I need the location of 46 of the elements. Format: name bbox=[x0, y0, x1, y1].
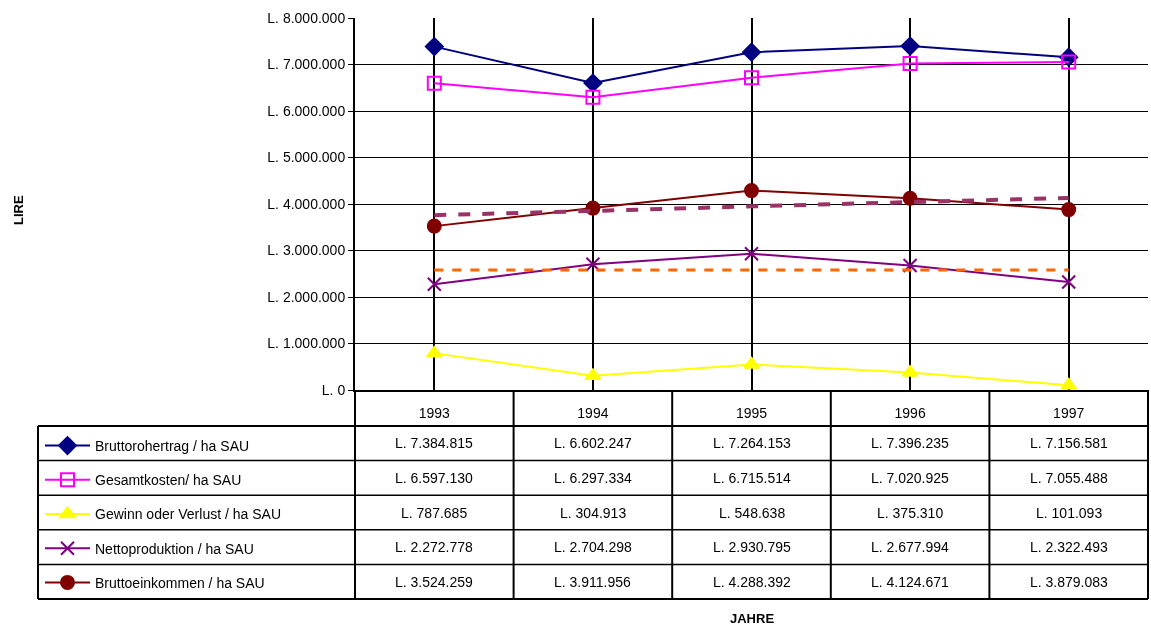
data-label: L. 3.879.083 bbox=[1030, 574, 1109, 590]
data-label: L. 304.913 bbox=[560, 505, 627, 521]
y-tick-label: L. 3.000.000 bbox=[267, 242, 346, 259]
data-label: L. 2.677.994 bbox=[871, 539, 950, 555]
y-tick-label: L. 7.000.000 bbox=[267, 56, 346, 73]
x-tick-label: 1997 bbox=[1053, 404, 1085, 421]
data-label: L. 375.310 bbox=[877, 505, 944, 521]
data-label: L. 7.384.815 bbox=[395, 435, 474, 451]
text: LIRE bbox=[11, 195, 26, 225]
x-tick-label: 1994 bbox=[577, 404, 609, 421]
data-label: L. 6.597.130 bbox=[395, 470, 474, 486]
x-tick-label: 1995 bbox=[735, 404, 768, 421]
data-label: L. 6.715.514 bbox=[713, 470, 792, 486]
data-label: L. 548.638 bbox=[719, 505, 786, 521]
x-tick-label: 1996 bbox=[894, 404, 926, 421]
data-label: L. 2.272.778 bbox=[395, 539, 474, 555]
legend-label: Bruttoeinkommen / ha SAU bbox=[95, 574, 265, 591]
data-label: L. 7.020.925 bbox=[871, 470, 950, 486]
data-label: L. 4.288.392 bbox=[713, 574, 792, 590]
text: JAHRE bbox=[730, 611, 775, 626]
legend-label: Gesamtkosten/ ha SAU bbox=[95, 472, 242, 489]
data-label: L. 6.297.334 bbox=[554, 470, 633, 486]
data-label: L. 3.911.956 bbox=[554, 574, 632, 590]
y-tick-label: L. 4.000.000 bbox=[267, 195, 346, 212]
data-label: L. 787.685 bbox=[401, 505, 468, 521]
data-label: L. 2.930.795 bbox=[713, 539, 792, 555]
y-tick-label: L. 1.000.000 bbox=[267, 335, 346, 352]
data-label: L. 7.264.153 bbox=[713, 435, 792, 451]
data-label: L. 4.124.671 bbox=[871, 574, 950, 590]
y-tick-label: L. 2.000.000 bbox=[267, 288, 346, 305]
data-label: L. 7.396.235 bbox=[871, 435, 950, 451]
data-label: L. 7.156.581 bbox=[1030, 435, 1109, 451]
legend-label: Bruttorohertrag / ha SAU bbox=[95, 438, 250, 455]
y-tick-label: L. 5.000.000 bbox=[267, 149, 346, 166]
legend-label: Nettoproduktion / ha SAU bbox=[95, 540, 254, 557]
data-label: L. 6.602.247 bbox=[554, 435, 633, 451]
data-label: L. 101.093 bbox=[1036, 505, 1103, 521]
data-label: L. 2.322.493 bbox=[1030, 539, 1109, 555]
y-tick-label: L. 0 bbox=[321, 381, 346, 398]
x-tick-label: 1993 bbox=[418, 404, 451, 421]
y-tick-label: L. 6.000.000 bbox=[267, 102, 346, 119]
y-tick-label: L. 8.000.000 bbox=[267, 9, 346, 26]
legend-label: Gewinn oder Verlust / ha SAU bbox=[95, 506, 281, 523]
data-label: L. 7.055.488 bbox=[1030, 470, 1109, 486]
data-label: L. 3.524.259 bbox=[395, 574, 474, 590]
data-label: L. 2.704.298 bbox=[554, 539, 633, 555]
